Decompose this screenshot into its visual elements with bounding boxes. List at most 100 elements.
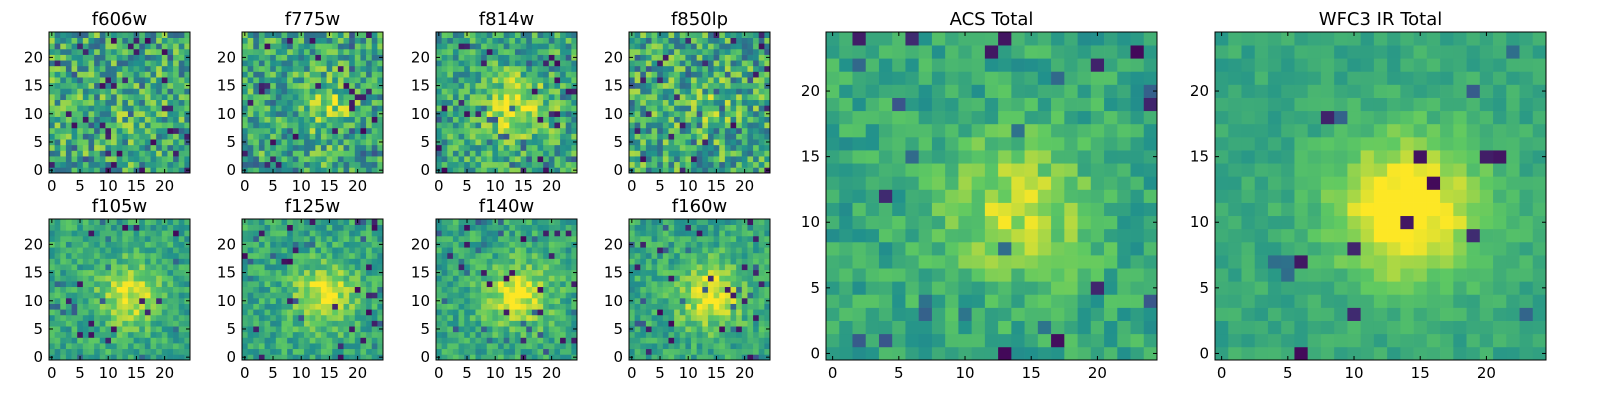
heatmap-cell [458,105,465,112]
heatmap-cell [441,127,448,134]
heatmap-cell [640,127,647,134]
heatmap-cell [167,127,174,134]
heatmap-cell [719,320,726,327]
heatmap-cell [685,303,692,310]
heatmap-cell [127,275,134,282]
heatmap-cell [127,54,134,61]
heatmap-cell [99,150,106,157]
heatmap-cell [116,303,123,310]
heatmap-cell [458,314,465,321]
heatmap-cell [469,116,476,123]
heatmap-cell [702,71,709,78]
heatmap-cell [77,297,84,304]
heatmap-cell [281,127,288,134]
heatmap-cell [668,88,675,95]
heatmap-cell [122,252,129,259]
heatmap-cell [691,139,698,146]
heatmap-cell [629,77,635,84]
heatmap-cell [139,331,146,338]
heatmap-cell [349,337,356,344]
heatmap-cell [326,161,333,168]
heatmap-cell [503,247,510,254]
heatmap-cell [458,275,465,282]
heatmap-cell [531,116,538,123]
heatmap-cell [298,230,305,237]
heatmap-cell [360,309,367,316]
heatmap-cell [464,348,471,355]
heatmap-cell [332,326,339,333]
heatmap-cell [492,82,499,89]
heatmap-cell [526,122,533,129]
heatmap-cell [258,337,265,344]
heatmap-cell [253,247,260,254]
heatmap-cell [173,122,180,129]
heatmap-cell [326,224,333,231]
heatmap-cell [645,65,652,72]
heatmap-cell [651,133,658,140]
heatmap-cell [640,156,647,163]
heatmap-cell [281,281,288,288]
heatmap-cell [320,167,327,174]
heatmap-cell [640,105,647,112]
heatmap-cell [320,82,327,89]
heatmap-cell [634,348,641,355]
heatmap-cell [304,224,311,231]
heatmap-cell [178,144,185,151]
heatmap-cell [275,326,282,333]
heatmap-cell [71,65,78,72]
heatmap-cell [173,77,180,84]
heatmap-cell [315,309,322,316]
heatmap-cell [543,43,550,50]
heatmap-cell [452,150,459,157]
heatmap-cell [730,343,737,350]
heatmap-cell [730,54,737,61]
heatmap-cell [298,99,305,106]
heatmap-cell [651,354,658,361]
heatmap-cell [94,37,101,44]
heatmap-cell [691,105,698,112]
heatmap-cell [514,303,521,310]
heatmap-cell [498,354,505,361]
heatmap-cell [122,235,129,242]
heatmap-cell [651,105,658,112]
heatmap-cell [548,337,555,344]
heatmap-cell [150,133,157,140]
heatmap-cell [77,337,84,344]
heatmap-cell [150,286,157,293]
heatmap-cell [49,105,55,112]
heatmap-cell [657,127,664,134]
heatmap-cell [498,167,505,174]
heatmap-cell [640,343,647,350]
heatmap-cell [571,314,578,321]
heatmap-cell [554,331,561,338]
heatmap-cell [571,161,578,168]
heatmap-cell [679,88,686,95]
heatmap-cell [94,82,101,89]
heatmap-cell [475,32,482,38]
heatmap-cell [458,309,465,316]
heatmap-cell [88,258,95,265]
heatmap-cell [54,337,61,344]
heatmap-cell [531,167,538,174]
heatmap-cell [144,161,151,168]
heatmap-cell [360,275,367,282]
heatmap-cell [122,297,129,304]
heatmap-cell [548,303,555,310]
heatmap-cell [127,37,134,44]
heatmap-cell [691,286,698,293]
heatmap-cell [526,161,533,168]
heatmap-cell [696,275,703,282]
heatmap-cell [674,309,681,316]
heatmap-cell [554,264,561,271]
heatmap-cell [292,314,299,321]
heatmap-cell [133,139,140,146]
heatmap-cell [371,105,378,112]
heatmap-cell [247,235,254,242]
heatmap-cell [486,43,493,50]
heatmap-cell [537,71,544,78]
heatmap-cell [662,337,669,344]
heatmap-cell [498,252,505,259]
heatmap-cell [441,275,448,282]
heatmap-cell [492,105,499,112]
heatmap-cell [481,247,488,254]
